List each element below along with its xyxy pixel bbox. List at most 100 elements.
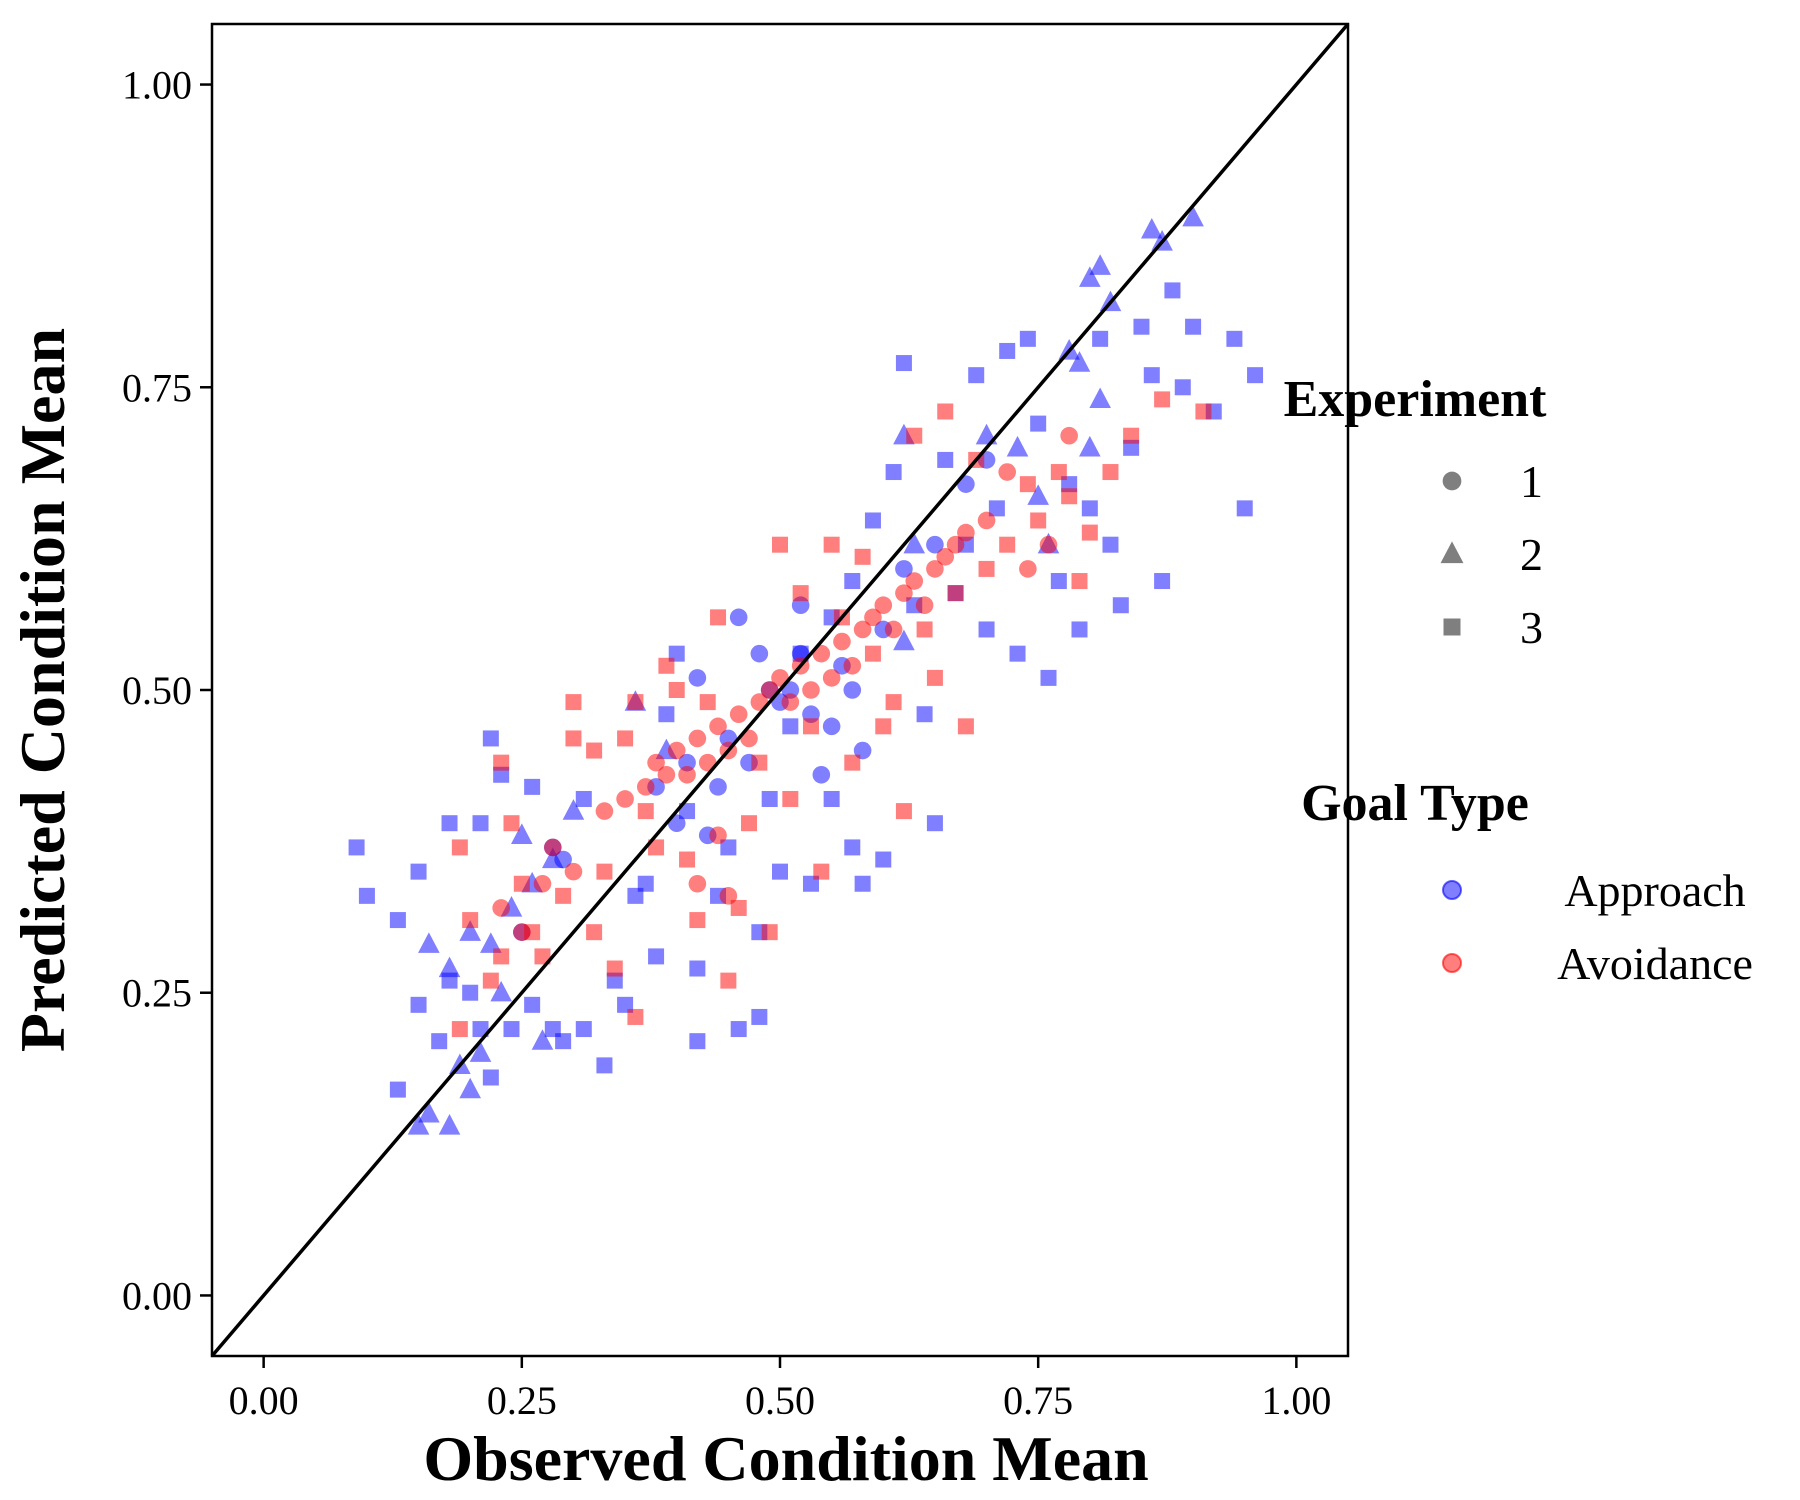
data-point bbox=[915, 596, 934, 615]
data-point bbox=[533, 874, 552, 893]
data-point bbox=[802, 875, 819, 892]
data-point bbox=[874, 596, 893, 615]
data-point bbox=[575, 790, 592, 807]
data-point bbox=[472, 815, 489, 832]
data-point bbox=[462, 984, 479, 1001]
data-point bbox=[1081, 500, 1098, 517]
legend-experiment-label: 2 bbox=[1520, 529, 1543, 580]
data-point bbox=[822, 669, 841, 687]
legend-experiment-label: 1 bbox=[1520, 456, 1543, 507]
data-point bbox=[564, 862, 583, 881]
data-point bbox=[688, 729, 707, 748]
data-point bbox=[916, 621, 933, 638]
x-tick-label: 0.25 bbox=[487, 1378, 557, 1423]
data-point bbox=[482, 972, 499, 989]
data-point bbox=[1089, 387, 1111, 409]
data-point bbox=[1006, 435, 1029, 457]
data-point bbox=[389, 912, 406, 929]
data-point bbox=[903, 532, 926, 554]
data-point bbox=[472, 1021, 489, 1038]
data-point bbox=[617, 996, 634, 1013]
data-point bbox=[813, 863, 830, 880]
identity-reference-line bbox=[210, 22, 1350, 1358]
data-point bbox=[1182, 205, 1204, 227]
data-point bbox=[1154, 391, 1171, 408]
data-point bbox=[1154, 573, 1171, 590]
data-point bbox=[678, 765, 696, 784]
data-point bbox=[480, 932, 502, 953]
data-point bbox=[853, 620, 872, 639]
data-point bbox=[459, 920, 481, 941]
data-point bbox=[988, 500, 1005, 517]
data-point bbox=[503, 815, 520, 832]
data-point bbox=[772, 536, 788, 553]
data-point bbox=[575, 1021, 592, 1038]
data-point bbox=[1019, 330, 1036, 347]
data-point bbox=[885, 694, 902, 711]
data-point bbox=[1226, 330, 1243, 347]
data-point bbox=[895, 803, 912, 820]
data-point bbox=[1009, 645, 1026, 662]
data-point bbox=[606, 960, 623, 977]
data-point bbox=[1174, 379, 1191, 396]
data-point bbox=[999, 342, 1016, 359]
legend: Experiment 1 2 3 Goal Type Approach Avoidan… bbox=[1284, 371, 1753, 989]
data-point bbox=[513, 875, 530, 892]
data-point bbox=[1050, 464, 1067, 481]
data-point bbox=[823, 536, 840, 553]
data-point bbox=[1185, 318, 1202, 335]
data-point bbox=[1019, 476, 1036, 493]
data-point bbox=[627, 1008, 644, 1025]
data-point bbox=[833, 632, 851, 651]
data-point bbox=[854, 875, 871, 892]
data-point bbox=[503, 1021, 520, 1038]
data-point bbox=[1039, 535, 1058, 554]
data-point bbox=[730, 1021, 747, 1038]
data-point bbox=[410, 996, 427, 1013]
data-point bbox=[689, 960, 706, 977]
data-point bbox=[709, 826, 727, 845]
data-point bbox=[978, 560, 995, 577]
x-tick-label: 0.00 bbox=[229, 1378, 299, 1423]
data-point bbox=[441, 815, 458, 832]
data-point bbox=[647, 753, 665, 772]
data-point bbox=[586, 742, 603, 759]
data-point bbox=[906, 427, 923, 444]
data-point bbox=[1068, 351, 1091, 372]
data-point bbox=[596, 863, 613, 880]
data-point bbox=[431, 1033, 448, 1050]
data-point bbox=[741, 815, 758, 832]
data-point bbox=[469, 1041, 492, 1062]
data-point bbox=[916, 706, 933, 723]
data-point bbox=[761, 790, 778, 807]
data-point bbox=[616, 790, 634, 808]
data-point bbox=[926, 669, 943, 686]
data-point bbox=[1092, 330, 1109, 347]
legend-goal-label: Avoidance bbox=[1557, 938, 1753, 989]
legend-shape-circle-icon bbox=[1442, 471, 1462, 491]
data-point bbox=[617, 730, 634, 747]
data-point bbox=[843, 656, 862, 675]
data-point bbox=[968, 367, 985, 384]
data-point bbox=[957, 523, 975, 542]
y-tick-label: 0.00 bbox=[122, 1273, 192, 1318]
data-point bbox=[864, 608, 882, 627]
data-point bbox=[884, 620, 903, 639]
data-point bbox=[802, 718, 819, 735]
data-point bbox=[802, 681, 820, 699]
data-point bbox=[926, 815, 943, 832]
x-axis-title: Observed Condition Mean bbox=[423, 1423, 1148, 1494]
data-point bbox=[542, 847, 564, 869]
data-point bbox=[555, 887, 572, 904]
data-point bbox=[1060, 426, 1078, 445]
data-point bbox=[482, 730, 499, 747]
data-point bbox=[730, 899, 747, 916]
legend-color-avoidance-icon bbox=[1442, 953, 1462, 973]
x-tick-label: 1.00 bbox=[1261, 1378, 1331, 1423]
data-point bbox=[937, 403, 954, 420]
data-point bbox=[1030, 512, 1047, 529]
data-point bbox=[492, 899, 510, 917]
data-point bbox=[658, 657, 675, 674]
legend-goal-entries: Approach Avoidance bbox=[1442, 865, 1753, 989]
y-tick-label: 0.25 bbox=[122, 971, 192, 1016]
